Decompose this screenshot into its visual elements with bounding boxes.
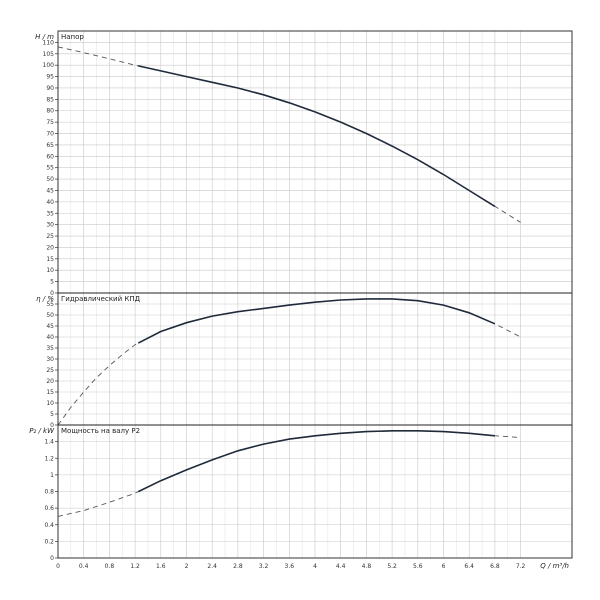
y-tick-label-head: 5 (50, 279, 54, 286)
x-tick-label: 6.8 (490, 563, 500, 570)
y-tick-label-head: 15 (46, 256, 54, 263)
y-tick-label-head: 55 (46, 165, 54, 172)
y-tick-label-efficiency: 30 (46, 356, 54, 363)
x-tick-label: 1.6 (156, 563, 166, 570)
x-tick-label: 2.4 (207, 563, 217, 570)
y-tick-label-efficiency: 45 (46, 323, 54, 330)
y-tick-label-efficiency: 25 (46, 367, 54, 374)
curve-operating-efficiency (137, 298, 496, 344)
y-tick-label-head: 40 (46, 199, 54, 206)
x-tick-label: 2 (185, 563, 189, 570)
y-tick-label-efficiency: 10 (46, 400, 54, 407)
y-tick-label-head: 110 (43, 39, 55, 46)
y-tick-label-head: 105 (43, 51, 55, 58)
curve-layer (57, 46, 521, 517)
panel-title-power: Мощность на валу P2 (61, 427, 140, 435)
y-tick-label-efficiency: 40 (46, 334, 54, 341)
y-axis-label-head: H / m (35, 33, 54, 41)
y-tick-label-efficiency: 35 (46, 345, 54, 352)
y-tick-label-power: 1 (50, 472, 54, 479)
y-tick-label-head: 50 (46, 176, 54, 183)
y-tick-label-efficiency: 0 (50, 422, 54, 429)
y-tick-label-head: 75 (46, 119, 54, 126)
y-tick-label-head: 60 (46, 153, 54, 160)
x-tick-label: 3.6 (285, 563, 295, 570)
x-tick-label: 4 (313, 563, 317, 570)
y-tick-label-head: 35 (46, 210, 54, 217)
x-tick-label: 3.2 (259, 563, 269, 570)
y-tick-label-efficiency: 50 (46, 312, 54, 319)
plot-frame (57, 30, 573, 559)
y-tick-label-head: 25 (46, 233, 54, 240)
x-tick-label: 6 (442, 563, 446, 570)
y-tick-label-power: 0 (50, 555, 54, 562)
y-tick-label-head: 30 (46, 222, 54, 229)
y-tick-label-head: 45 (46, 187, 54, 194)
y-tick-label-efficiency: 15 (46, 389, 54, 396)
text-layer: 0 0.4 0.8 1.2 1.6 2 2.4 2.8 3.2 3.6 4 4.4 4.8 5.2 5.6 6… (29, 33, 569, 570)
curve-operating-head (138, 65, 496, 208)
y-tick-label-power: 0.2 (44, 538, 54, 545)
y-tick-label-head: 10 (46, 267, 54, 274)
x-tick-label: 0 (56, 563, 60, 570)
y-tick-label-head: 95 (46, 74, 54, 81)
panel-title-efficiency: Гидравлический КПД (61, 295, 141, 303)
x-tick-label: 1.2 (130, 563, 140, 570)
x-tick-label: 4.4 (336, 563, 346, 570)
x-tick-label: 0.4 (79, 563, 89, 570)
y-tick-label-power: 0.6 (44, 505, 54, 512)
x-tick-label: 2.8 (233, 563, 243, 570)
y-tick-label-power: 1.2 (44, 455, 54, 462)
x-tick-label: 6.4 (464, 563, 474, 570)
y-tick-label-head: 20 (46, 244, 54, 251)
y-axis-label-efficiency: η / % (36, 295, 54, 303)
y-tick-label-head: 70 (46, 131, 54, 138)
y-tick-label-power: 0.4 (44, 522, 54, 529)
x-tick-label: 7.2 (516, 563, 526, 570)
y-tick-label-efficiency: 20 (46, 378, 54, 385)
x-tick-label: 4.8 (362, 563, 372, 570)
y-axis-label-power: P₂ / kW (29, 427, 55, 435)
y-tick-label-head: 80 (46, 108, 54, 115)
y-tick-label-head: 0 (50, 290, 54, 297)
x-tick-label: 0.8 (105, 563, 115, 570)
y-tick-label-head: 85 (46, 96, 54, 103)
curve-operating-power (137, 430, 495, 493)
y-tick-label-efficiency: 5 (50, 411, 54, 418)
y-tick-label-efficiency: 55 (46, 301, 54, 308)
y-tick-label-head: 90 (46, 85, 54, 92)
y-tick-label-head: 65 (46, 142, 54, 149)
panel-title-head: Напор (61, 33, 84, 41)
frame-layer (55, 30, 573, 559)
y-tick-label-power: 0.8 (44, 489, 54, 496)
x-tick-label: 5.6 (413, 563, 423, 570)
x-axis-label: Q / m³/h (540, 562, 569, 570)
x-tick-label: 5.2 (387, 563, 397, 570)
y-tick-label-head: 100 (43, 62, 55, 69)
y-tick-label-power: 1.4 (44, 439, 54, 446)
